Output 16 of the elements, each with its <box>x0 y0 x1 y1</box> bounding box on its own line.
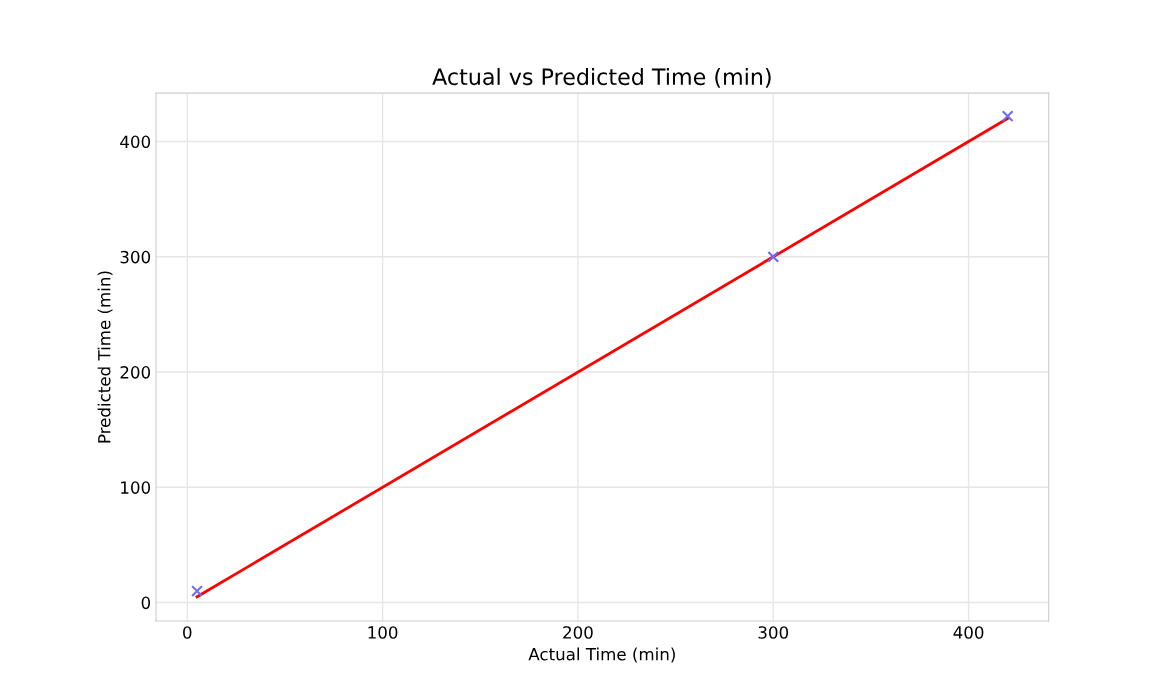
x-tick-label: 300 <box>758 626 789 639</box>
x-tick-label: 100 <box>368 626 398 639</box>
x-tick-label: 0 <box>183 626 192 639</box>
y-tick-label: 400 <box>120 135 151 149</box>
point <box>767 250 780 263</box>
y-axis-title: Predicted Time (min) <box>97 271 113 443</box>
x-tick-label: 400 <box>953 626 984 639</box>
point <box>1001 110 1014 123</box>
point <box>191 585 203 597</box>
x-tick-label: 200 <box>563 626 593 639</box>
y-tick-label: 200 <box>120 366 151 379</box>
y-tick-label: 0 <box>141 596 151 610</box>
x-axis-title: Actual Time (min) <box>528 647 675 663</box>
y-tick-label: 300 <box>120 250 151 264</box>
y-tick-label: 100 <box>121 481 151 494</box>
chart-title: Actual vs Predicted Time (min) <box>432 67 771 88</box>
